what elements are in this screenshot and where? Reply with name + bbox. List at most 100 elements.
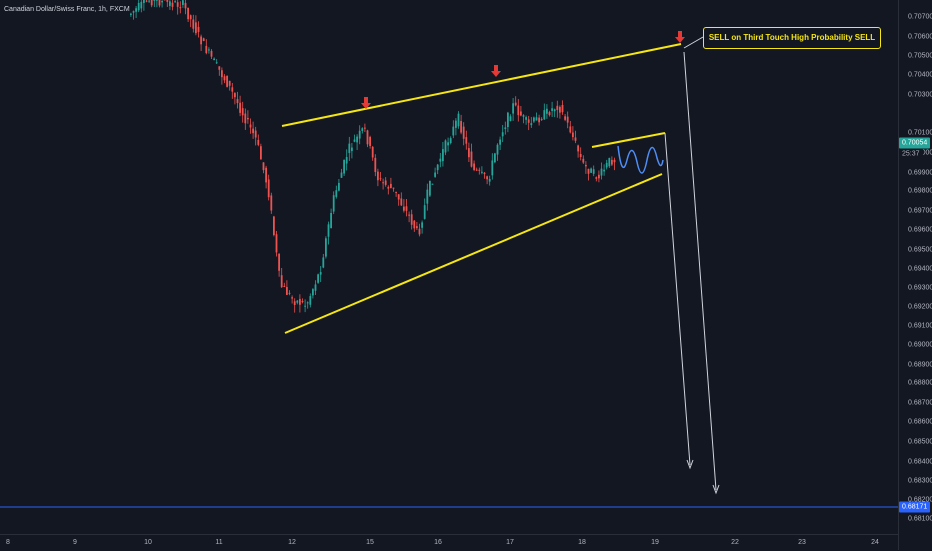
candle-body bbox=[343, 160, 345, 174]
candle-body bbox=[437, 165, 439, 170]
lower-trendline bbox=[285, 174, 662, 333]
candle-body bbox=[200, 37, 202, 45]
candle-body bbox=[434, 173, 436, 177]
candle-body bbox=[606, 163, 608, 168]
candle-body bbox=[512, 103, 514, 113]
short-upper-trendline bbox=[592, 133, 665, 147]
sell-callout: SELL on Third Touch High Probability SEL… bbox=[703, 27, 881, 49]
price-tick-label: 0.70300 bbox=[908, 92, 932, 99]
candle-body bbox=[408, 215, 410, 216]
candle-body bbox=[354, 140, 356, 142]
price-tick-label: 0.68300 bbox=[908, 478, 932, 485]
candle-body bbox=[270, 195, 272, 210]
price-tick-label: 0.68100 bbox=[908, 516, 932, 523]
price-tick-label: 0.68700 bbox=[908, 400, 932, 407]
time-tick-label: 12 bbox=[288, 539, 296, 546]
candle-body bbox=[341, 173, 343, 178]
candle-body bbox=[140, 2, 142, 9]
candle-body bbox=[226, 76, 228, 87]
candle-body bbox=[278, 254, 280, 271]
candle-body bbox=[400, 199, 402, 206]
candle-body bbox=[603, 170, 605, 172]
projection-line-1 bbox=[665, 133, 690, 465]
candle-body bbox=[138, 3, 140, 10]
price-tick-label: 0.69000 bbox=[908, 342, 932, 349]
candle-body bbox=[549, 112, 551, 115]
candle-body bbox=[211, 51, 213, 57]
candle-body bbox=[504, 127, 506, 129]
candle-body bbox=[351, 148, 353, 152]
candle-body bbox=[395, 192, 397, 193]
candle-body bbox=[476, 170, 478, 171]
candle-body bbox=[413, 221, 415, 229]
time-tick-label: 15 bbox=[366, 539, 374, 546]
candle-body bbox=[242, 108, 244, 115]
price-tick-label: 0.69600 bbox=[908, 227, 932, 234]
candle-body bbox=[320, 272, 322, 275]
candle-body bbox=[346, 157, 348, 163]
candle-body bbox=[135, 8, 137, 11]
candle-body bbox=[608, 158, 610, 166]
price-tick-label: 0.70400 bbox=[908, 72, 932, 79]
candle-body bbox=[291, 297, 293, 298]
candle-body bbox=[231, 87, 233, 91]
candle-body bbox=[273, 217, 275, 236]
candle-body bbox=[593, 169, 595, 174]
candle-body bbox=[429, 181, 431, 196]
candle-body bbox=[387, 187, 389, 189]
time-tick-label: 8 bbox=[6, 539, 10, 546]
candle-body bbox=[380, 178, 382, 179]
candle-body bbox=[338, 183, 340, 191]
time-tick-label: 23 bbox=[798, 539, 806, 546]
price-tick-label: 0.69100 bbox=[908, 323, 932, 330]
time-tick-label: 19 bbox=[651, 539, 659, 546]
candle-body bbox=[255, 131, 257, 138]
price-tick-label: 0.70700 bbox=[908, 14, 932, 21]
candle-body bbox=[302, 301, 304, 302]
candle-body bbox=[250, 125, 252, 128]
candle-body bbox=[484, 173, 486, 174]
candle-body bbox=[486, 176, 488, 179]
candle-body bbox=[554, 109, 556, 111]
price-tick-label: 0.68600 bbox=[908, 419, 932, 426]
candle-body bbox=[177, 2, 179, 7]
candle-body bbox=[439, 159, 441, 162]
candle-body bbox=[289, 293, 291, 294]
candle-body bbox=[296, 301, 298, 303]
candle-body bbox=[143, 0, 145, 3]
touch-arrow-3 bbox=[675, 31, 685, 43]
candle-body bbox=[286, 287, 288, 295]
candle-body bbox=[244, 114, 246, 124]
candle-body bbox=[528, 119, 530, 122]
candle-body bbox=[252, 129, 254, 134]
chart-area[interactable]: Canadian Dollar/Swiss Franc, 1h, FXCM SE… bbox=[0, 0, 898, 534]
chart-canvas[interactable] bbox=[0, 0, 898, 534]
candle-body bbox=[166, 0, 168, 2]
candle-body bbox=[491, 160, 493, 175]
candle-body bbox=[276, 234, 278, 252]
candle-body bbox=[190, 15, 192, 19]
candle-body bbox=[463, 127, 465, 139]
candle-body bbox=[455, 121, 457, 128]
candle-body bbox=[575, 137, 577, 140]
price-tick-label: 0.69900 bbox=[908, 170, 932, 177]
candle-body bbox=[385, 180, 387, 184]
candle-body bbox=[317, 274, 319, 282]
candle-body bbox=[497, 145, 499, 155]
candle-body bbox=[432, 184, 434, 185]
candle-body bbox=[372, 147, 374, 158]
candle-body bbox=[541, 119, 543, 120]
candle-body bbox=[185, 3, 187, 8]
candle-body bbox=[465, 137, 467, 144]
candle-body bbox=[473, 164, 475, 170]
candle-body bbox=[187, 8, 189, 19]
candle-body bbox=[543, 110, 545, 119]
candle-body bbox=[601, 169, 603, 176]
time-tick-label: 18 bbox=[578, 539, 586, 546]
candle-body bbox=[569, 126, 571, 132]
candle-body bbox=[559, 107, 561, 113]
candle-body bbox=[281, 275, 283, 287]
candle-body bbox=[348, 144, 350, 153]
